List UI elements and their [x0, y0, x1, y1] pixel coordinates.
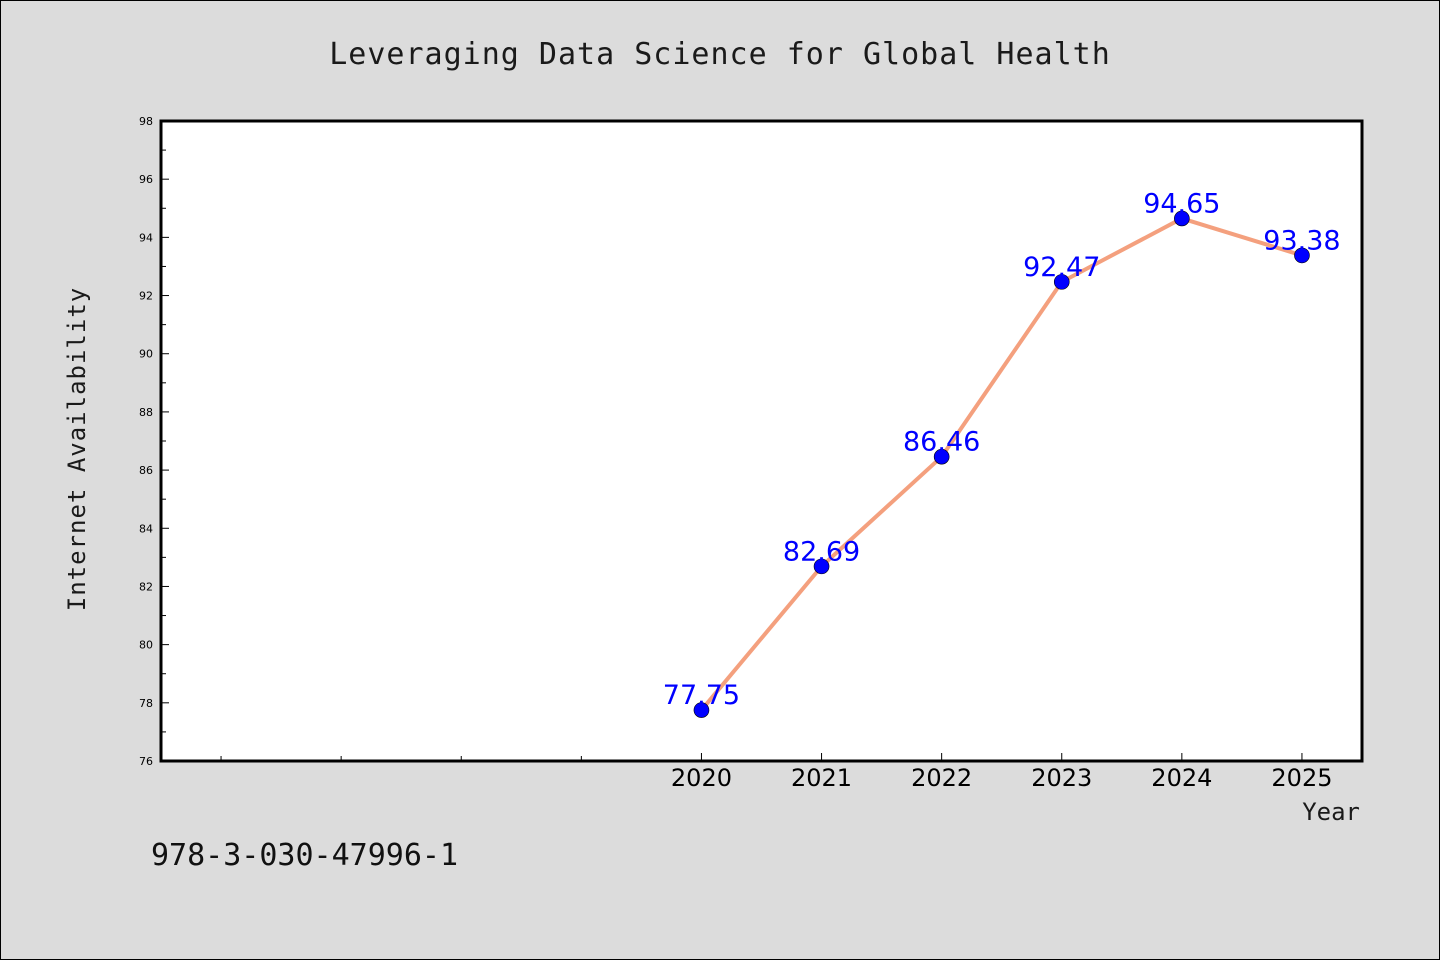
y-tick-label: 84 — [139, 522, 153, 535]
y-tick-label: 82 — [139, 580, 153, 593]
y-tick-label: 88 — [139, 406, 153, 419]
y-tick-label: 92 — [139, 290, 153, 303]
x-tick-label: 2022 — [911, 764, 972, 792]
data-label: 77.75 — [663, 680, 740, 711]
series-line — [699, 216, 1303, 712]
y-tick-label: 90 — [139, 348, 153, 361]
data-point-marker — [1053, 274, 1070, 290]
x-tick-label: 2025 — [1271, 764, 1332, 792]
y-axis: 76 78 80 82 84 86 88 90 92 94 96 98 — [139, 115, 169, 768]
chart-title: Leveraging Data Science for Global Healt… — [329, 37, 1111, 72]
data-point-marker — [1174, 210, 1190, 227]
data-point-marker — [1294, 247, 1310, 264]
data-label: 94.65 — [1143, 188, 1220, 219]
data-label: 93.38 — [1263, 225, 1340, 256]
y-tick-label: 80 — [139, 639, 153, 652]
data-point-marker — [693, 702, 710, 718]
x-axis-label: Year — [1302, 798, 1360, 826]
y-tick-label: 78 — [139, 697, 153, 710]
x-tick-label: 2024 — [1151, 764, 1212, 792]
x-tick-label: 2023 — [1031, 764, 1092, 792]
x-axis: 2020 2021 2022 2023 2024 2025 — [220, 753, 1332, 792]
y-tick-label: 96 — [139, 173, 153, 186]
isbn-footer: 978-3-030-47996-1 — [151, 838, 458, 873]
plot-border — [159, 119, 1364, 763]
y-tick-label: 98 — [139, 115, 153, 128]
x-tick-label: 2020 — [671, 764, 732, 792]
y-axis-label: Internet Availability — [63, 287, 91, 611]
data-label: 92.47 — [1023, 252, 1100, 283]
y-tick-label: 86 — [139, 464, 153, 477]
y-tick-label: 76 — [139, 755, 153, 768]
data-point-marker — [813, 558, 830, 575]
data-series: 77.75 82.69 86.46 92.47 94.65 93.38 — [663, 188, 1341, 718]
data-point-marker — [933, 448, 950, 465]
data-label: 82.69 — [783, 536, 860, 567]
data-label: 86.46 — [903, 427, 980, 458]
x-tick-label: 2021 — [791, 764, 852, 792]
y-tick-label: 94 — [139, 231, 153, 244]
